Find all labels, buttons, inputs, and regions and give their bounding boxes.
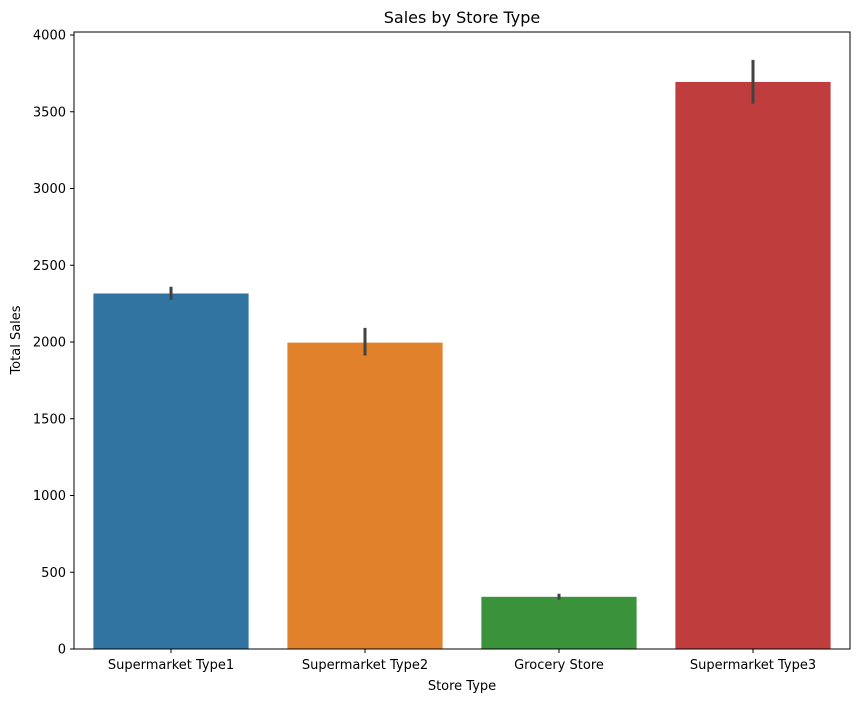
y-tick-label: 4000	[33, 29, 66, 44]
y-axis-label: Total Sales	[9, 305, 24, 375]
y-axis: 0 500 1000 1500 2000 2500 3000 3500 4000	[33, 29, 74, 658]
y-tick-label: 0	[58, 643, 66, 658]
x-tick-label: Supermarket Type3	[690, 658, 816, 673]
y-tick-label: 2500	[33, 259, 66, 274]
bars-group	[93, 81, 831, 649]
x-tick-label: Grocery Store	[514, 658, 604, 673]
y-tick-label: 1000	[33, 489, 66, 504]
x-axis: Supermarket Type1 Supermarket Type2 Grocer…	[108, 649, 816, 673]
x-axis-label: Store Type	[428, 679, 496, 694]
y-tick-label: 2000	[33, 336, 66, 351]
x-tick-label: Supermarket Type1	[108, 658, 234, 673]
chart-title: Sales by Store Type	[384, 8, 541, 27]
y-tick-label: 3000	[33, 182, 66, 197]
bar-1	[287, 342, 443, 649]
bar-2	[481, 596, 637, 649]
bar-0	[93, 293, 249, 649]
y-tick-label: 500	[41, 566, 66, 581]
x-tick-label: Supermarket Type2	[302, 658, 428, 673]
plot-frame	[73, 31, 851, 650]
y-tick-label: 1500	[33, 412, 66, 427]
bar-3	[675, 81, 831, 649]
error-bars-group	[169, 59, 755, 600]
y-tick-label: 3500	[33, 105, 66, 120]
